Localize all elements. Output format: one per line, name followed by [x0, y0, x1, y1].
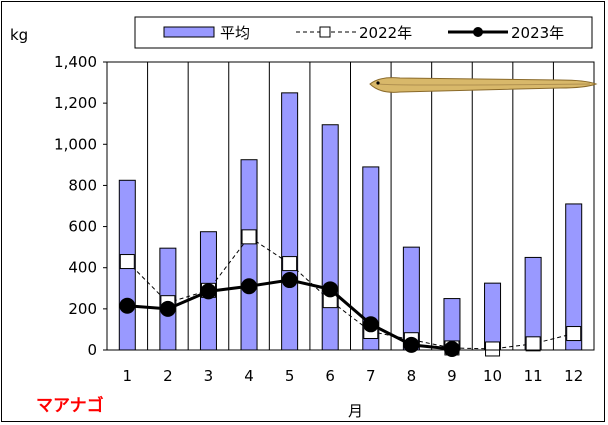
bar-avg: [281, 92, 299, 351]
bar-avg: [524, 256, 542, 351]
x-tick-label: 1: [123, 367, 133, 385]
y-tick-label: 800: [68, 176, 97, 194]
axes: [103, 61, 595, 351]
y-tick-label: 1,000: [54, 135, 97, 153]
x-tick-label: 9: [447, 367, 457, 385]
y-tick-label: 1,400: [54, 53, 97, 71]
x-tick-label: 3: [204, 367, 214, 385]
y-tick-label: 1,200: [54, 94, 97, 112]
x-tick-label: 12: [564, 367, 583, 385]
point-2022: [525, 336, 541, 352]
x-tick-label: 4: [244, 367, 254, 385]
legend-label-avg: 平均: [220, 24, 250, 42]
x-axis-label: 月: [348, 402, 363, 420]
point-2023: [241, 278, 258, 295]
x-tick-label: 10: [483, 367, 502, 385]
y-tick-labels: 0 200 400 600 800 1,000 1,200 1,400: [54, 53, 97, 359]
point-2023: [322, 281, 339, 298]
x-tick-label: 5: [285, 367, 295, 385]
point-2023: [362, 316, 379, 333]
x-tick-label: 2: [163, 367, 173, 385]
y-tick-label: 600: [68, 218, 97, 236]
bar-avg: [240, 159, 258, 351]
point-2023: [403, 336, 420, 353]
y-tick-label: 200: [68, 300, 97, 318]
point-2023: [281, 272, 298, 289]
species-label: マアナゴ: [36, 395, 104, 416]
eel-illustration: [369, 77, 598, 93]
legend-label-2023: 2023年: [511, 24, 564, 42]
x-tick-label: 6: [325, 367, 335, 385]
grid: [147, 62, 554, 350]
y-tick-label: 400: [68, 259, 97, 277]
bar-avg: [484, 282, 502, 351]
point-2023: [443, 340, 460, 357]
x-tick-label: 7: [366, 367, 376, 385]
point-2022: [119, 254, 135, 270]
point-2022: [241, 229, 257, 245]
x-tick-label: 11: [524, 367, 543, 385]
point-2022: [282, 256, 298, 272]
point-2022: [566, 326, 582, 342]
point-2023: [119, 297, 136, 314]
x-tick-labels: 1 2 3 4 5 6 7 8 9 10 11 12: [123, 367, 584, 385]
x-tick-label: 8: [407, 367, 417, 385]
legend-label-2022: 2022年: [359, 24, 412, 42]
bar-avg: [321, 124, 339, 351]
legend: 平均 2022年 2023年: [134, 16, 593, 49]
point-2022: [485, 341, 501, 357]
point-2023: [159, 300, 176, 317]
point-2023: [200, 283, 217, 300]
line-series-2023: [119, 272, 460, 357]
legend-marker-2022: [319, 26, 331, 38]
y-tick-label: 0: [87, 341, 97, 359]
legend-marker-2023: [473, 27, 483, 37]
plot-area-border: [106, 61, 595, 351]
y-axis-label: kg: [10, 26, 28, 44]
legend-swatch-avg: [163, 26, 215, 38]
